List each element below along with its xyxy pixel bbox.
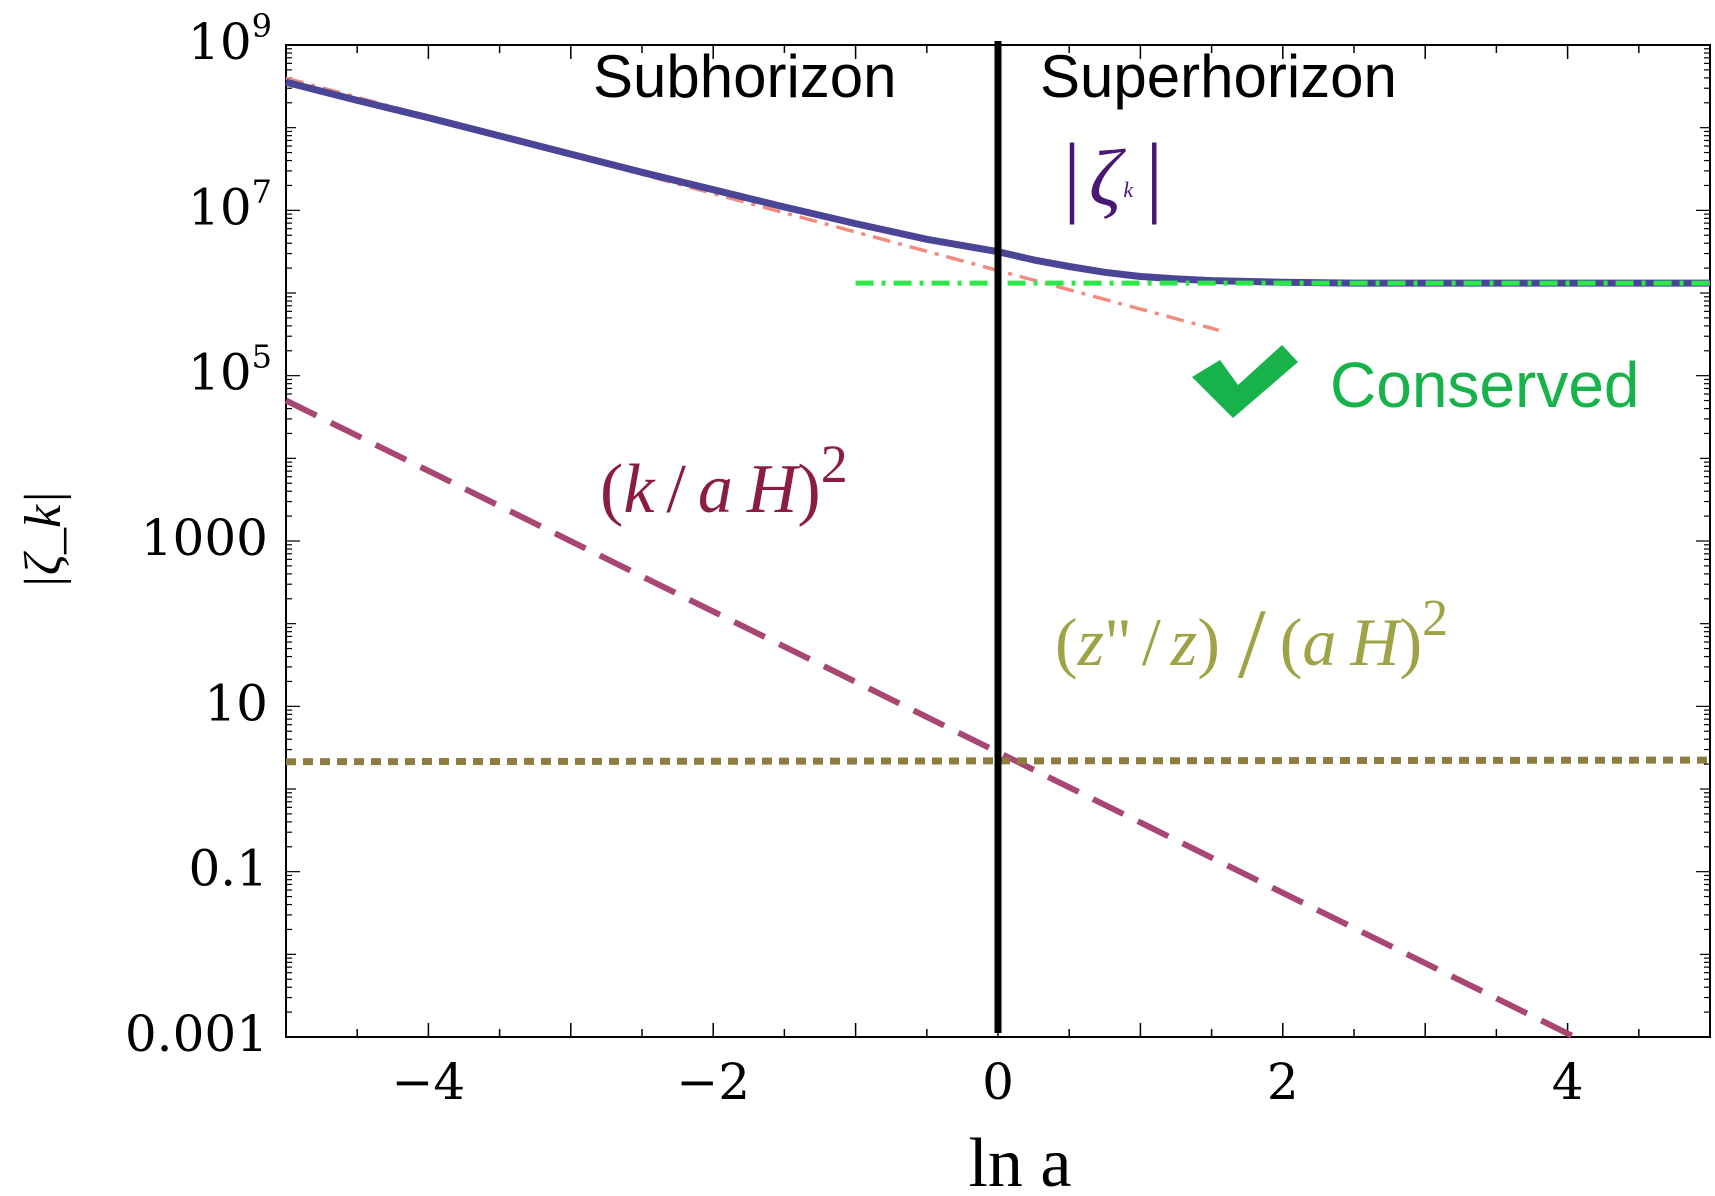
y-tick-label: 1000 <box>141 509 268 567</box>
y-tick-label: 0.001 <box>125 1005 268 1063</box>
zeta-symbol: ζ <box>1089 135 1126 223</box>
y-tick-label: 109 <box>188 7 272 71</box>
y-tick-label: 0.1 <box>188 840 268 898</box>
y-axis-label-text: |ζ_k| <box>15 491 72 590</box>
x-tick-label: 0 <box>982 1053 1014 1111</box>
x-axis-label-text: ln a <box>968 1125 1071 1196</box>
zeta-bar-right: | <box>1145 126 1163 225</box>
x-tick-label: 2 <box>1267 1053 1299 1111</box>
y-tick-label: 107 <box>188 172 272 236</box>
x-tick-label: 4 <box>1552 1053 1584 1111</box>
zeta-subscript: k <box>1123 177 1134 202</box>
y-tick-labels: 109 107 105 1000 10 0.1 0.001 <box>125 7 272 1063</box>
region-label-subhorizon: Subhorizon <box>593 43 897 110</box>
zeta-annotation: | ζk | <box>1063 126 1163 225</box>
x-tick-labels: −4 −2 0 2 4 <box>392 1053 1584 1111</box>
region-label-superhorizon: Superhorizon <box>1040 43 1397 110</box>
z-ratio-annotation: (z" / z) / (a H)2 <box>1055 588 1448 699</box>
y-axis-label: |ζ_k| <box>15 491 72 590</box>
x-tick-label: −2 <box>676 1053 750 1111</box>
series-line-k-over-aH-squared <box>284 397 1577 1040</box>
svg-text:|ζ_k|: |ζ_k| <box>15 491 72 590</box>
conserved-label: Conserved <box>1330 349 1640 421</box>
x-axis-label: ln a <box>968 1125 1071 1196</box>
k-over-ah-annotation: (k / a H)2 <box>600 434 848 528</box>
check-icon <box>1192 345 1298 418</box>
x-tick-label: −4 <box>392 1053 466 1111</box>
y-tick-label: 105 <box>188 338 272 402</box>
zeta-bar-left: | <box>1063 126 1081 225</box>
y-tick-label: 10 <box>204 674 268 732</box>
